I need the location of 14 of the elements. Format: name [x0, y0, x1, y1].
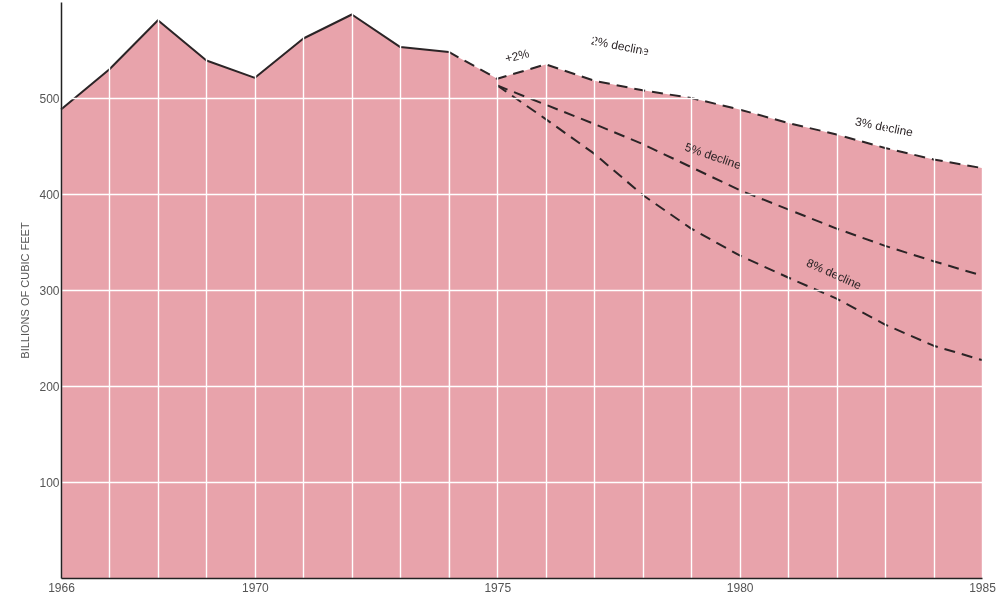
annotation: 3% decline	[853, 114, 915, 140]
x-tick-label: 1966	[48, 580, 76, 595]
annotation: 5% decline	[682, 139, 744, 173]
annotation: +2%	[503, 46, 531, 66]
y-axis-title: BILLIONS OF CUBIC FEET	[19, 222, 32, 359]
y-tick-label: 400	[39, 187, 60, 202]
x-tick-label: 1970	[242, 580, 270, 595]
y-tick-label: 500	[39, 91, 60, 106]
x-tick-label: 1985	[969, 580, 997, 595]
x-tick-label: 1980	[726, 580, 754, 595]
y-tick-label: 100	[39, 475, 60, 490]
x-tick-label: 1975	[484, 580, 512, 595]
y-tick-label: 300	[39, 283, 60, 298]
y-tick-label: 200	[39, 379, 60, 394]
